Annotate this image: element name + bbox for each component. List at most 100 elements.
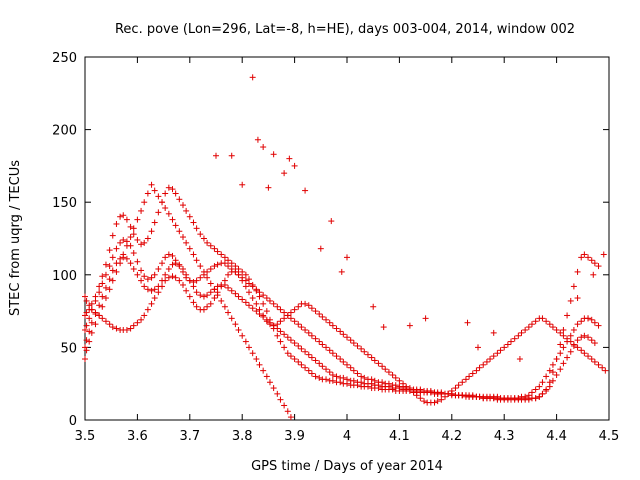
data-point [585, 334, 592, 341]
x-tick-label: 3.8 [232, 429, 253, 444]
data-point [317, 245, 324, 252]
data-point [102, 261, 109, 268]
data-point [99, 303, 106, 310]
data-point [102, 284, 109, 291]
data-point [106, 286, 113, 293]
data-point [543, 373, 550, 380]
data-point [232, 321, 239, 328]
data-point [557, 341, 564, 348]
data-point [169, 261, 176, 268]
data-point [176, 277, 183, 284]
data-point [256, 361, 263, 368]
data-point [585, 254, 592, 261]
data-point [287, 315, 294, 322]
data-point [590, 271, 597, 278]
data-point [211, 295, 218, 302]
data-point [141, 312, 148, 319]
data-point [190, 283, 197, 290]
data-point [574, 268, 581, 275]
data-point [274, 303, 281, 310]
data-point [347, 337, 354, 344]
data-point [291, 162, 298, 169]
data-point [123, 255, 130, 262]
data-point [564, 335, 571, 342]
data-point [329, 371, 336, 378]
y-tick-label: 150 [52, 196, 77, 211]
data-point [169, 252, 176, 259]
data-point [570, 341, 577, 348]
data-point [326, 369, 333, 376]
data-point [123, 326, 130, 333]
data-point [207, 280, 214, 287]
data-point [270, 300, 277, 307]
data-point [113, 220, 120, 227]
data-point [350, 377, 357, 384]
data-point [560, 360, 567, 367]
data-point [200, 268, 207, 275]
data-point [549, 324, 556, 331]
data-point [82, 293, 88, 300]
data-point [553, 326, 560, 333]
data-point [316, 374, 323, 381]
data-point [183, 239, 190, 246]
data-point [591, 319, 598, 326]
data-point [130, 231, 137, 238]
data-point [340, 374, 347, 381]
data-point [337, 356, 344, 363]
data-point [567, 297, 574, 304]
data-point [214, 292, 221, 299]
data-point [329, 350, 336, 357]
data-point [406, 386, 413, 393]
data-point [197, 231, 204, 238]
data-point [214, 248, 221, 255]
data-point [263, 295, 270, 302]
data-point [295, 321, 302, 328]
data-point [358, 373, 365, 380]
data-point [323, 316, 330, 323]
data-point [574, 337, 581, 344]
data-point [333, 325, 340, 332]
data-point [333, 353, 340, 360]
data-point [266, 379, 273, 386]
data-point [88, 300, 95, 307]
data-point [109, 277, 116, 284]
data-point [358, 379, 365, 386]
data-point [287, 309, 294, 316]
data-point [574, 321, 581, 328]
data-point [434, 398, 441, 405]
data-point [281, 309, 288, 316]
data-point [151, 187, 158, 194]
data-point [249, 350, 256, 357]
data-point [151, 286, 158, 293]
data-point [284, 312, 291, 319]
data-point [379, 363, 386, 370]
data-point [211, 263, 218, 270]
x-tick-label: 3.6 [127, 429, 148, 444]
data-point [109, 254, 116, 261]
data-point [113, 325, 120, 332]
data-point [302, 348, 309, 355]
data-point [274, 321, 281, 328]
data-point [249, 295, 256, 302]
data-point [452, 385, 459, 392]
data-point [361, 348, 368, 355]
data-point [225, 263, 232, 270]
data-point [200, 306, 207, 313]
data-point [190, 251, 197, 258]
data-point [560, 332, 567, 339]
data-point [207, 242, 214, 249]
data-point [578, 254, 585, 261]
data-point [144, 276, 151, 283]
data-point [172, 260, 179, 267]
data-point [225, 309, 232, 316]
data-point [319, 341, 326, 348]
x-tick-label: 3.9 [284, 429, 305, 444]
data-point [298, 324, 305, 331]
data-point [113, 268, 120, 275]
data-point [162, 190, 169, 197]
data-point [218, 283, 225, 290]
data-point [144, 190, 151, 197]
data-point [302, 364, 309, 371]
data-point [281, 331, 288, 338]
data-point [204, 274, 211, 281]
